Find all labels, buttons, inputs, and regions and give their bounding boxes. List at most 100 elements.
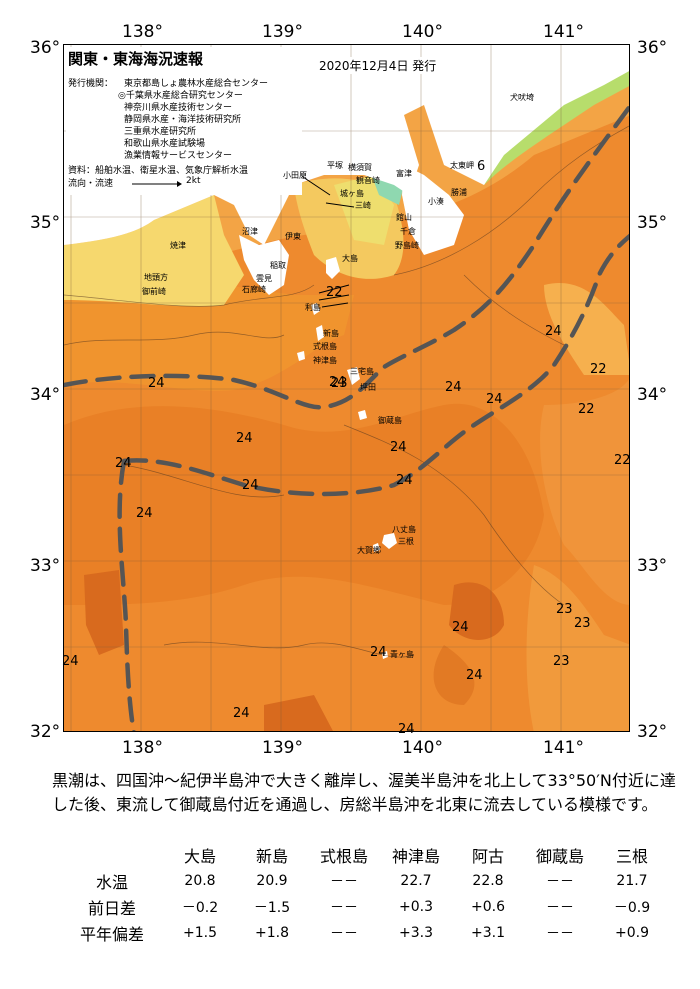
place-label: 館山 [396,213,412,222]
column-header: 式根島 [319,847,368,866]
temperature-label: 24 [136,506,153,521]
temperature-label: 22 [578,402,595,417]
place-label: 石廊崎 [242,285,266,294]
table-row: 平年偏差 +1.5 +1.8 －－ +3.3 +3.1 －－ +0.9 [60,920,668,946]
column-header: 大島 [183,847,216,866]
lon-tick-138: 138° [122,22,163,42]
place-label: 御蔵島 [378,416,402,425]
lat-tick-35: 35° [30,213,61,233]
place-label: 千倉 [400,227,416,236]
table-cell: 22.7 [400,873,432,889]
place-label: 利島 [305,303,321,312]
column-header: 神津島 [391,847,440,866]
table-cell: －0.9 [613,900,651,916]
temperature-label: 24 [236,431,253,446]
place-label: 小田原 [283,171,307,180]
place-label: 雲見 [256,274,272,283]
place-label: 新島 [323,329,339,338]
table-cell: +0.6 [471,899,505,915]
org-item: 静岡県水産・海洋技術研究所 [124,115,242,125]
place-label: 三崎 [355,201,371,210]
table-cell: +0.9 [615,925,649,941]
table-cell: 21.7 [616,873,648,889]
data-sources: 資料：船舶水温、衛星水温、気象庁解析水温 [68,166,249,176]
table-cell: －－ [546,874,574,890]
row-header: 平年偏差 [79,925,144,944]
place-label: 稲取 [270,261,286,270]
place-label: 御前崎 [142,287,166,296]
place-label: 富津 [396,169,412,178]
table-cell: －－ [330,900,358,916]
column-header: 御蔵島 [535,847,584,866]
temperature-label: 23 [553,654,570,669]
table-cell: －1.5 [253,900,291,916]
org-item: 神奈川県水産技術センター [124,103,233,113]
place-label: 平塚 [327,161,343,170]
map-title: 関東・東海海況速報 [68,50,204,68]
station-stats-table: 大島 新島 式根島 神津島 阿古 御蔵島 三根 水温 20.8 20.9 －－ … [60,842,668,946]
table-cell: +0.3 [399,899,433,915]
temperature-label: 23 [556,602,573,617]
place-label: 沼津 [242,227,258,236]
temperature-label: 22 [326,285,343,300]
temperature-label: 24 [545,324,562,339]
lat-tick-34: 34° [30,385,61,405]
temperature-label: 24 [148,376,165,391]
table-cell: +3.1 [471,925,505,941]
org-item: 東京都島しょ農林水産総合センター [124,79,269,89]
temperature-label: 24 [329,375,346,390]
row-header: 水温 [95,873,128,892]
table-cell: 20.9 [256,873,288,889]
column-header: 阿古 [471,847,504,866]
place-label: 犬吠埼 [510,93,534,102]
org-item: 和歌山県水産試験場 [124,139,206,149]
place-label: 大島 [342,254,358,263]
corner-cell [60,842,164,868]
place-label: 伊東 [285,232,301,241]
temperature-label: 24 [486,392,503,407]
table-cell: +3.3 [399,925,433,941]
place-label: 太東岬 [450,161,474,170]
table-cell: －－ [546,900,574,916]
temperature-label: 24 [233,706,250,721]
temperature-label: 24 [370,645,387,660]
place-label: 小湊 [428,197,444,206]
table-cell: －－ [546,926,574,942]
row-header: 前日差 [87,899,136,918]
place-label: 勝浦 [451,188,467,197]
temperature-label: 23 [331,376,348,391]
legend-panel [66,47,302,195]
table-cell: －0.2 [181,900,219,916]
table-cell: +1.5 [183,925,217,941]
table-cell: 22.8 [472,873,504,889]
summary-text: 黒潮は、四国沖～紀伊半島沖で大きく離岸し、渥美半島沖を北上して33°50′N付近… [52,771,676,814]
issue-date: 2020年12月4日 発行 [316,57,440,74]
lat-tick-33-right: 33° [637,556,668,576]
table-header-row: 大島 新島 式根島 神津島 阿古 御蔵島 三根 [60,842,668,868]
lat-tick-35-right: 35° [637,213,668,233]
temperature-label: 22 [614,453,631,468]
table-cell: +1.8 [255,925,289,941]
org-label: 発行機関： [68,79,114,89]
lat-tick-34-right: 34° [637,385,668,405]
lon-tick-141-bottom: 141° [543,738,584,758]
table-cell: 20.8 [184,873,216,889]
place-label: 焼津 [170,241,186,250]
temperature-label: 24 [62,654,79,669]
lat-tick-32: 32° [30,722,61,742]
place-label: 大賀郷 [357,546,381,555]
temperature-label: 24 [445,380,462,395]
place-label: 神津島 [313,356,337,365]
column-header: 新島 [255,847,288,866]
place-label: 城ヶ島 [340,189,364,198]
temperature-label: 24 [390,440,407,455]
place-label: 観音崎 [356,176,380,185]
lat-tick-36: 36° [30,38,61,58]
lat-tick-33: 33° [30,556,61,576]
table-row: 前日差 －0.2 －1.5 －－ +0.3 +0.6 －－ －0.9 [60,894,668,920]
flow-legend-label: 流向・流速 [68,179,114,189]
lon-tick-139-bottom: 139° [262,738,303,758]
lon-tick-138-bottom: 138° [122,738,163,758]
lon-tick-140-bottom: 140° [402,738,443,758]
temperature-label: 6 [477,159,486,174]
